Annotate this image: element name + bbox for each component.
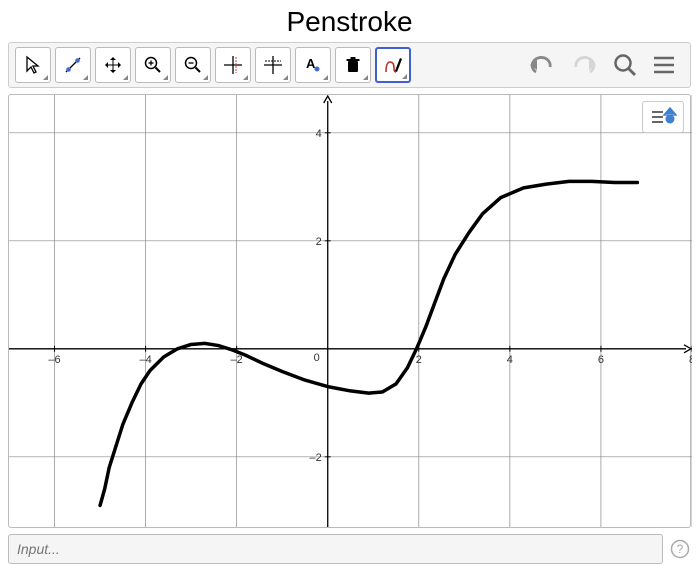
undo-icon <box>528 54 556 76</box>
axis-y-tool[interactable] <box>255 47 291 83</box>
right-toolbar <box>528 52 684 78</box>
text-point-icon: A <box>303 55 323 75</box>
help-icon: ? <box>670 539 690 559</box>
pointer-tool[interactable] <box>15 47 51 83</box>
line-tool[interactable] <box>55 47 91 83</box>
zoom-in-icon <box>143 55 163 75</box>
menu-button[interactable] <box>652 55 676 75</box>
zoom-out-tool[interactable] <box>175 47 211 83</box>
move-arrows-icon <box>103 55 123 75</box>
svg-text:A: A <box>306 56 316 71</box>
input-row: ? <box>8 534 691 564</box>
svg-text:6: 6 <box>598 354 604 366</box>
search-button[interactable] <box>612 52 638 78</box>
axis-x-tool[interactable] <box>215 47 251 83</box>
svg-text:–6: –6 <box>48 354 60 366</box>
text-tool[interactable]: A <box>295 47 331 83</box>
svg-text:8: 8 <box>689 354 692 366</box>
line-points-icon <box>63 55 83 75</box>
svg-text:–2: –2 <box>309 452 321 464</box>
page-title: Penstroke <box>0 0 699 42</box>
graph-canvas: –6 –4 –2 0 2 4 6 8 –2 2 4 <box>9 95 692 527</box>
redo-icon <box>570 54 598 76</box>
pointer-icon <box>23 55 43 75</box>
svg-text:2: 2 <box>316 236 322 248</box>
svg-text:–4: –4 <box>139 354 151 366</box>
svg-text:4: 4 <box>316 128 322 140</box>
axis-y-icon <box>262 54 284 76</box>
redo-button[interactable] <box>570 54 598 76</box>
menu-icon <box>652 55 676 75</box>
svg-text:?: ? <box>677 542 684 556</box>
move-tool[interactable] <box>95 47 131 83</box>
zoom-in-tool[interactable] <box>135 47 171 83</box>
help-button[interactable]: ? <box>669 538 691 560</box>
svg-text:4: 4 <box>507 354 513 366</box>
graph-panel[interactable]: –6 –4 –2 0 2 4 6 8 –2 2 4 <box>8 94 691 528</box>
axis-x-icon <box>222 54 244 76</box>
zoom-out-icon <box>183 55 203 75</box>
svg-text:2: 2 <box>416 354 422 366</box>
svg-text:0: 0 <box>314 352 320 364</box>
search-icon <box>612 52 638 78</box>
penstroke-icon <box>382 54 404 76</box>
command-input[interactable] <box>8 534 663 564</box>
undo-button[interactable] <box>528 54 556 76</box>
toolbar: A <box>8 42 691 88</box>
properties-icon <box>649 107 677 127</box>
trash-icon <box>344 56 362 74</box>
delete-tool[interactable] <box>335 47 371 83</box>
penstroke-tool[interactable] <box>375 47 411 83</box>
svg-text:–2: –2 <box>231 354 243 366</box>
properties-button[interactable] <box>642 101 684 133</box>
